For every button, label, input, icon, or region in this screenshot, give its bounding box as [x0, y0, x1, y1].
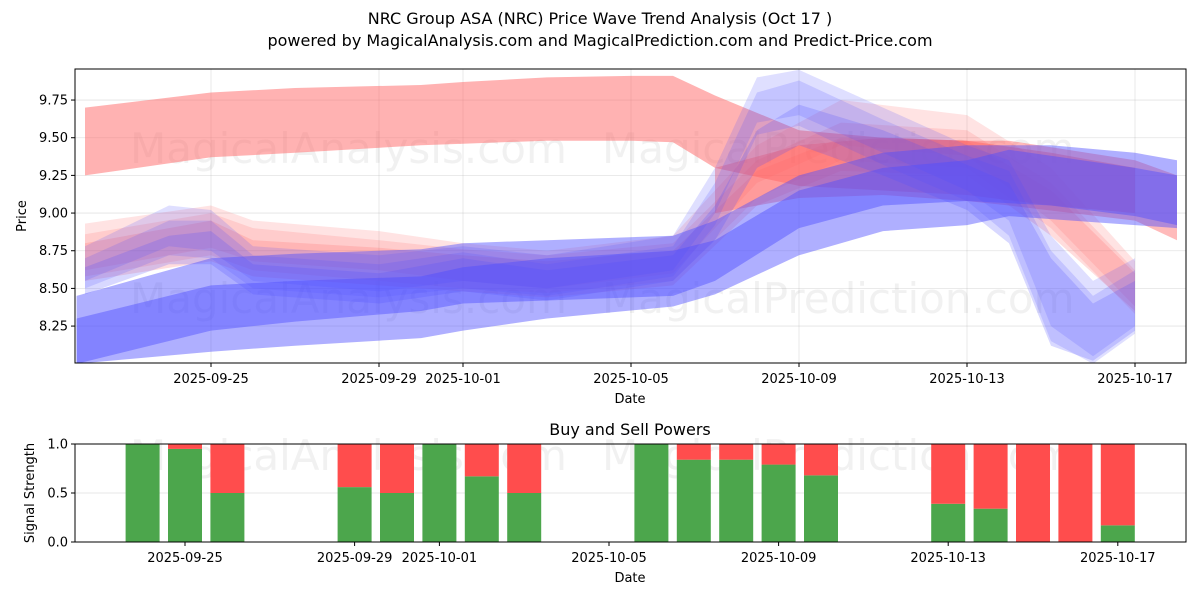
buy-bar: [973, 508, 1008, 542]
buy-bar: [804, 475, 838, 542]
signal-bars: [125, 444, 1135, 542]
x-tick-label: 2025-10-13: [910, 551, 986, 566]
sell-bar: [1016, 444, 1050, 542]
x-tick-label: 2025-10-05: [571, 551, 647, 566]
price-x-ticks: 2025-09-25 2025-09-29 2025-10-01 2025-10-05…: [173, 363, 1173, 387]
x-tick-label: 2025-09-29: [341, 372, 417, 387]
signal-chart-title: Buy and Sell Powers: [549, 420, 711, 439]
buy-bar: [125, 444, 160, 542]
sell-bar: [210, 444, 245, 493]
y-tick-label: 9.75: [39, 94, 68, 109]
price-y-axis-label: Price: [15, 200, 30, 232]
x-tick-label: 2025-10-13: [929, 372, 1005, 387]
signal-y-axis-label: Signal Strength: [23, 443, 38, 543]
y-tick-label: 1.0: [47, 438, 68, 453]
buy-bar: [507, 493, 542, 542]
sell-bar: [337, 444, 372, 488]
buy-bar: [464, 476, 499, 542]
chart-title: NRC Group ASA (NRC) Price Wave Trend Ana…: [367, 9, 833, 28]
signal-x-ticks: 2025-09-25 2025-09-29 2025-10-01 2025-10-05…: [147, 542, 1156, 566]
x-tick-label: 2025-10-09: [761, 372, 837, 387]
sell-bar: [168, 444, 202, 449]
buy-bar: [761, 464, 796, 542]
sell-bar: [761, 444, 796, 465]
sell-bar: [676, 444, 711, 460]
watermark: MagicalPrediction.com: [602, 274, 1075, 323]
blue-lower-band: [76, 149, 1177, 363]
y-tick-label: 0.5: [47, 487, 68, 502]
x-tick-label: 2025-10-05: [593, 372, 669, 387]
x-tick-label: 2025-09-25: [147, 551, 223, 566]
buy-bar: [210, 493, 245, 542]
buy-bar: [168, 448, 202, 542]
buy-bar: [931, 503, 966, 542]
price-y-ticks: 8.25 8.50 8.75 9.00 9.25 9.50 9.75: [39, 94, 75, 335]
x-tick-label: 2025-10-17: [1097, 372, 1173, 387]
blue-upper-band: [76, 145, 1177, 363]
price-bands: [76, 69, 1177, 363]
red-trend-band: [715, 137, 1177, 241]
watermark: MagicalAnalysis.com: [130, 274, 567, 323]
y-tick-label: 8.25: [39, 320, 68, 335]
chart-subtitle: powered by MagicalAnalysis.com and Magic…: [267, 31, 933, 50]
sell-bar: [804, 444, 838, 476]
blue-wave-3: [85, 104, 1135, 361]
buy-bar: [634, 444, 669, 542]
sell-bar: [464, 444, 499, 477]
y-tick-label: 9.50: [39, 131, 68, 146]
signal-chart: Buy and Sell Powers MagicalAnalysis.com …: [23, 420, 1187, 586]
red-upper-band: [85, 75, 1135, 214]
x-tick-label: 2025-10-17: [1080, 551, 1156, 566]
buy-bar: [719, 459, 754, 542]
sell-bar: [507, 444, 542, 493]
x-tick-label: 2025-10-01: [402, 551, 478, 566]
y-tick-label: 9.00: [39, 207, 68, 222]
sell-bar: [931, 444, 966, 504]
sell-bar: [973, 444, 1008, 509]
buy-bar: [676, 459, 711, 542]
y-tick-label: 0.0: [47, 536, 68, 551]
x-tick-label: 2025-10-09: [741, 551, 817, 566]
buy-bar: [422, 444, 457, 542]
signal-x-axis-label: Date: [614, 571, 645, 586]
x-tick-label: 2025-10-01: [425, 372, 501, 387]
price-chart: MagicalAnalysis.com MagicalPrediction.co…: [15, 68, 1187, 407]
sell-bar: [1100, 444, 1135, 526]
sell-bar: [380, 444, 414, 493]
red-wave-1: [85, 100, 1135, 307]
y-tick-label: 8.75: [39, 244, 68, 259]
y-tick-label: 9.25: [39, 169, 68, 184]
y-tick-label: 8.50: [39, 282, 68, 297]
blue-wave-2: [85, 80, 1135, 363]
blue-wave-1: [85, 69, 1135, 357]
buy-bar: [380, 493, 414, 542]
red-wave-3: [85, 137, 1135, 311]
signal-y-ticks: 0.0 0.5 1.0: [47, 438, 75, 551]
buy-bar: [1100, 525, 1135, 542]
sell-bar: [1058, 444, 1093, 542]
sell-bar: [719, 444, 754, 460]
red-wave-2: [85, 122, 1135, 314]
x-tick-label: 2025-09-25: [173, 372, 249, 387]
price-x-axis-label: Date: [614, 392, 645, 407]
buy-bar: [337, 487, 372, 542]
x-tick-label: 2025-09-29: [317, 551, 393, 566]
